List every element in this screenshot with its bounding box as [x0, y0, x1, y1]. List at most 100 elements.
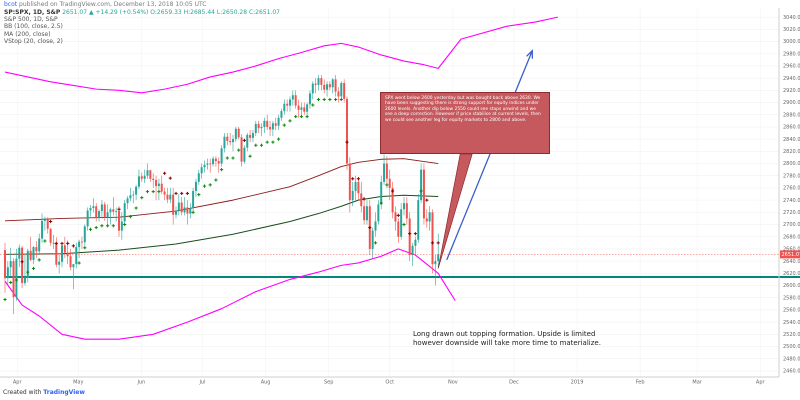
candle-body	[98, 211, 101, 218]
bollinger-lower-band	[4, 248, 456, 340]
price-axis[interactable]: 3040.00 3020.00 3000.00 2980.00 2960.00 2940.…	[783, 15, 800, 375]
vstop-marker	[157, 189, 161, 194]
chart-legend: SP:SPX, 1D, S&P 2651.07 ▲ +14.29 (+0.54%…	[4, 9, 280, 45]
legend-indicator-ma[interactable]: MA (200, close)	[4, 30, 51, 38]
vstop-marker	[37, 258, 41, 262]
price-tick-label: 3020.00	[783, 27, 800, 33]
candle-body	[115, 211, 118, 212]
price-tick-label: 2500.00	[783, 344, 800, 350]
candle-body	[326, 84, 329, 90]
candle-body	[234, 128, 237, 140]
vstop-marker	[368, 225, 372, 230]
vstop-marker	[339, 97, 343, 102]
annotation-text[interactable]: Long drawn out topping formation. Upside…	[413, 330, 601, 347]
price-tick-label: 2800.00	[783, 161, 800, 167]
vstop-marker	[436, 241, 440, 245]
price-tick-label: 2740.00	[783, 198, 800, 204]
vstop-marker	[402, 222, 406, 227]
vstop-marker	[294, 114, 298, 119]
time-axis[interactable]: Apr May Jun Jul Aug Sep Oct Nov Dec 2019 Feb Mar Apr…	[13, 380, 800, 386]
price-tick-label: 2580.00	[783, 295, 800, 301]
candle-body	[189, 208, 192, 214]
vstop-marker	[191, 210, 195, 214]
candle-body	[214, 158, 217, 162]
candle-body	[186, 207, 189, 214]
vstop-marker	[49, 219, 53, 224]
vstop-marker	[26, 270, 30, 274]
vstop-marker	[106, 224, 110, 228]
candle-body	[175, 210, 177, 215]
vstop-marker	[237, 148, 241, 152]
price-tick-label: 2540.00	[783, 320, 800, 326]
candle-body	[89, 208, 92, 211]
candle-body	[363, 206, 366, 221]
vstop-marker	[277, 137, 281, 141]
vstop-marker	[220, 168, 224, 172]
forecast-arrow-head	[526, 49, 533, 59]
legend-series-name[interactable]: S&P 500, 1D, S&P	[4, 16, 58, 24]
candle-body	[240, 137, 243, 162]
vstop-marker	[128, 214, 132, 219]
candle-body	[371, 230, 374, 249]
last-price-label: 2651.07	[782, 252, 800, 258]
candle-body	[237, 128, 240, 138]
vstop-marker	[202, 184, 207, 188]
candle-body	[95, 206, 98, 218]
annotation-callout[interactable]: SPX went below 2600 yesterday but was bo…	[380, 92, 550, 154]
candle-body	[254, 123, 257, 134]
candle-body	[206, 163, 209, 165]
vstop-marker	[282, 123, 286, 127]
candle-body	[385, 163, 388, 179]
candle-body	[226, 136, 229, 141]
time-tick-label: Jul	[198, 380, 205, 386]
bollinger-upper-path	[4, 16, 559, 94]
price-tick-label: 2860.00	[783, 125, 800, 131]
candle-body	[232, 139, 234, 143]
price-tick-label: 2520.00	[783, 332, 800, 338]
candle-body	[143, 175, 146, 179]
candle-body	[269, 126, 272, 130]
legend-symbol[interactable]: SP:SPX, 1D, S&P	[4, 9, 61, 16]
vstop-marker	[271, 140, 275, 144]
author-link[interactable]: bcot	[4, 1, 18, 8]
vstop-marker	[351, 177, 355, 181]
vstop-marker	[356, 177, 360, 181]
candle-body	[286, 103, 289, 106]
vstop-marker	[265, 140, 269, 144]
vstop-marker	[134, 206, 138, 210]
candle-body	[388, 178, 391, 188]
candle-body	[78, 241, 81, 248]
time-tick-label: Jun	[136, 380, 145, 386]
legend-quote: 2651.07 ▲ +14.29 (+0.54%) O:2659.33 H:26…	[62, 9, 280, 16]
candle-body	[297, 105, 300, 110]
vstop-marker	[408, 232, 412, 236]
candle-body	[52, 242, 55, 244]
candle-body	[106, 212, 109, 218]
candle-body	[323, 84, 326, 90]
candle-body	[405, 203, 408, 219]
candle-body	[280, 111, 283, 118]
chart-canvas[interactable]: 3040.00 3020.00 3000.00 2980.00 2960.00 2940.…	[0, 8, 800, 385]
candle-body	[55, 242, 58, 265]
candle-body	[220, 148, 223, 164]
price-tick-label: 2720.00	[783, 210, 800, 216]
vstop-marker	[362, 197, 366, 201]
candle-body	[351, 190, 354, 201]
legend-indicator-bb[interactable]: BB (100, close, 2.5)	[4, 23, 63, 31]
candle-body	[157, 183, 160, 187]
publish-text: published on TradingView.com, December 1…	[17, 1, 207, 8]
candle-body	[69, 256, 72, 268]
vstop-marker	[88, 227, 93, 231]
vstop-marker	[43, 239, 47, 243]
candle-body	[249, 134, 252, 138]
candle-body	[12, 261, 15, 298]
time-tick-label: Dec	[509, 380, 519, 386]
candle-body	[135, 186, 138, 195]
tradingview-logo-link[interactable]: TradingView	[43, 389, 85, 396]
candle-body	[291, 95, 294, 100]
vstop-marker	[288, 119, 292, 123]
legend-indicator-vstop[interactable]: VStop (20, close, 2)	[4, 37, 63, 45]
candle-body	[377, 204, 380, 222]
candle-body	[428, 212, 431, 222]
ma200-path	[4, 194, 439, 255]
